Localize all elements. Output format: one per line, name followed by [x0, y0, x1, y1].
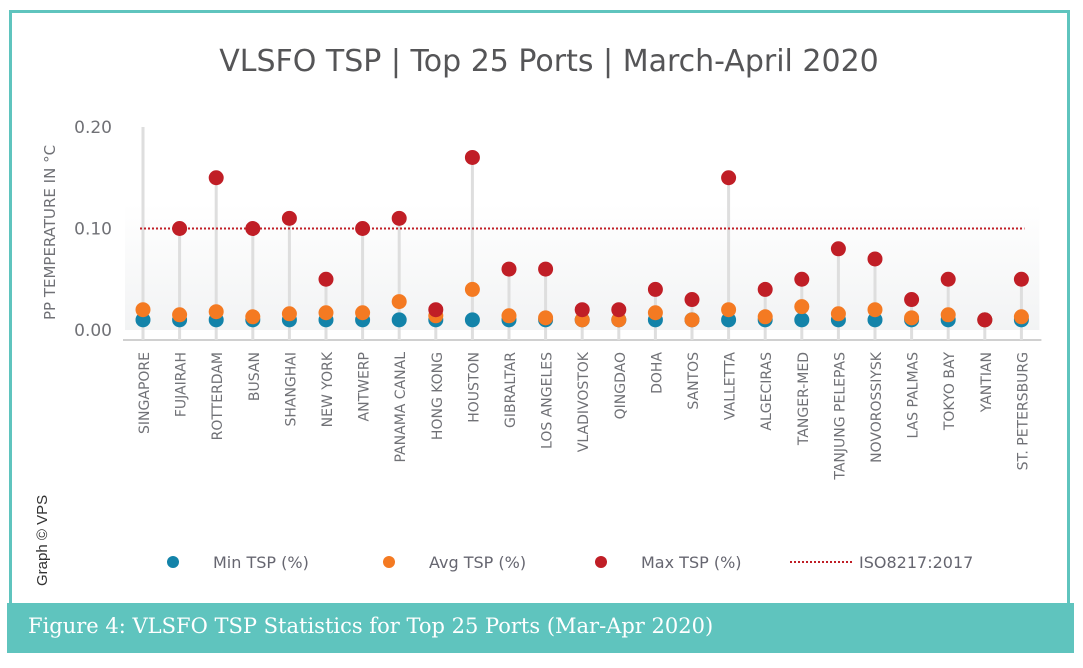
max-tsp-point: [428, 302, 444, 318]
y-tick-label: 0.10: [74, 220, 112, 240]
max-tsp-point: [245, 221, 261, 236]
max-tsp-point: [501, 261, 517, 277]
min-tsp-point: [794, 312, 810, 328]
max-tsp-point: [208, 170, 224, 186]
x-category-label: HOUSTON: [466, 352, 482, 423]
max-tsp-point: [281, 210, 297, 226]
x-category-label: LAS PALMAS: [906, 352, 922, 439]
figure-frame: [9, 10, 1070, 604]
legend-label: ISO8217:2017: [859, 553, 973, 572]
max-tsp-point: [794, 271, 810, 287]
figure-caption: Figure 4: VLSFO TSP Statistics for Top 2…: [28, 614, 714, 638]
caption-band: [7, 603, 1074, 653]
legend-max-marker-icon: [595, 556, 607, 568]
legend-label: Min TSP (%): [213, 553, 309, 572]
legend-label: Max TSP (%): [641, 553, 742, 572]
x-category-label: GIBRALTAR: [503, 352, 519, 428]
legend-avg-marker-icon: [383, 556, 395, 568]
avg-tsp-point: [867, 302, 883, 318]
avg-tsp-point: [538, 310, 554, 326]
x-category-label: VALLETTA: [723, 352, 739, 420]
avg-tsp-point: [904, 310, 920, 326]
legend-min-marker-icon: [167, 556, 179, 568]
x-category-label: BUSAN: [247, 352, 263, 401]
legend-label: Avg TSP (%): [429, 553, 526, 572]
avg-tsp-point: [721, 302, 737, 318]
avg-tsp-point: [1013, 309, 1029, 325]
avg-tsp-point: [684, 312, 700, 328]
max-tsp-point: [830, 241, 846, 257]
y-tick-label: 0.20: [74, 118, 112, 138]
max-tsp-point: [574, 302, 590, 318]
max-tsp-point: [867, 251, 883, 267]
x-category-label: FUJAIRAH: [174, 352, 190, 417]
avg-tsp-point: [501, 308, 517, 324]
max-tsp-point: [904, 292, 920, 308]
max-tsp-point: [464, 149, 480, 165]
avg-tsp-point: [794, 299, 810, 315]
max-tsp-point: [172, 221, 188, 236]
x-category-label: SANTOS: [686, 352, 702, 410]
chart: 0.00 0.10 0.20 PP TEMPERATURE IN °C SINGAPO…: [41, 118, 1042, 572]
avg-tsp-point: [647, 305, 663, 321]
max-tsp-point: [684, 292, 700, 308]
x-category-label: DOHA: [649, 352, 665, 394]
max-tsp-point: [318, 271, 334, 287]
x-category-label: HONG KONG: [430, 352, 446, 440]
avg-tsp-point: [208, 304, 224, 320]
x-category-label: TANGER-MED: [796, 352, 812, 446]
avg-tsp-point: [318, 305, 334, 321]
min-tsp-point: [391, 312, 407, 328]
x-category-label: ST. PETERSBURG: [1015, 352, 1031, 470]
x-category-label: SHANGHAI: [283, 352, 299, 427]
max-tsp-point: [977, 312, 993, 328]
x-category-label: TOKYO BAY: [942, 352, 958, 432]
x-category-label: SINGAPORE: [137, 352, 153, 434]
max-tsp-point: [538, 261, 554, 277]
max-tsp-point: [355, 221, 371, 236]
x-category-label: TANJUNG PELEPAS: [832, 352, 848, 481]
x-category-label: NOVOROSSIYSK: [869, 351, 885, 463]
max-tsp-point: [647, 281, 663, 297]
chart-title: VLSFO TSP | Top 25 Ports | March-April 2…: [219, 44, 879, 79]
avg-tsp-point: [464, 281, 480, 297]
min-tsp-point: [464, 312, 480, 328]
max-tsp-point: [611, 302, 627, 318]
y-tick-label: 0.00: [74, 321, 112, 341]
x-category-label: ANTWERP: [357, 352, 373, 421]
x-category-label: VLADIVOSTOK: [576, 351, 592, 452]
max-tsp-point: [757, 281, 773, 297]
x-category-label: ROTTERDAM: [210, 352, 226, 440]
avg-tsp-point: [757, 309, 773, 325]
avg-tsp-point: [830, 306, 846, 322]
y-axis-label: PP TEMPERATURE IN °C: [41, 145, 59, 320]
x-category-label: PANAMA CANAL: [393, 352, 409, 463]
x-category-label: LOS ANGELES: [540, 352, 556, 449]
avg-tsp-point: [245, 309, 261, 325]
avg-tsp-point: [391, 294, 407, 310]
x-category-label: ALGECIRAS: [759, 352, 775, 431]
avg-tsp-point: [281, 306, 297, 322]
max-tsp-point: [721, 170, 737, 186]
max-tsp-point: [940, 271, 956, 287]
max-tsp-point: [1013, 271, 1029, 287]
avg-tsp-point: [135, 302, 151, 318]
x-category-label: QINGDAO: [613, 352, 629, 419]
x-category-label: NEW YORK: [320, 351, 336, 427]
x-category-label: YANTIAN: [979, 352, 995, 413]
avg-tsp-point: [355, 305, 371, 321]
avg-tsp-point: [172, 307, 188, 323]
avg-tsp-point: [940, 307, 956, 323]
max-tsp-point: [391, 210, 407, 226]
